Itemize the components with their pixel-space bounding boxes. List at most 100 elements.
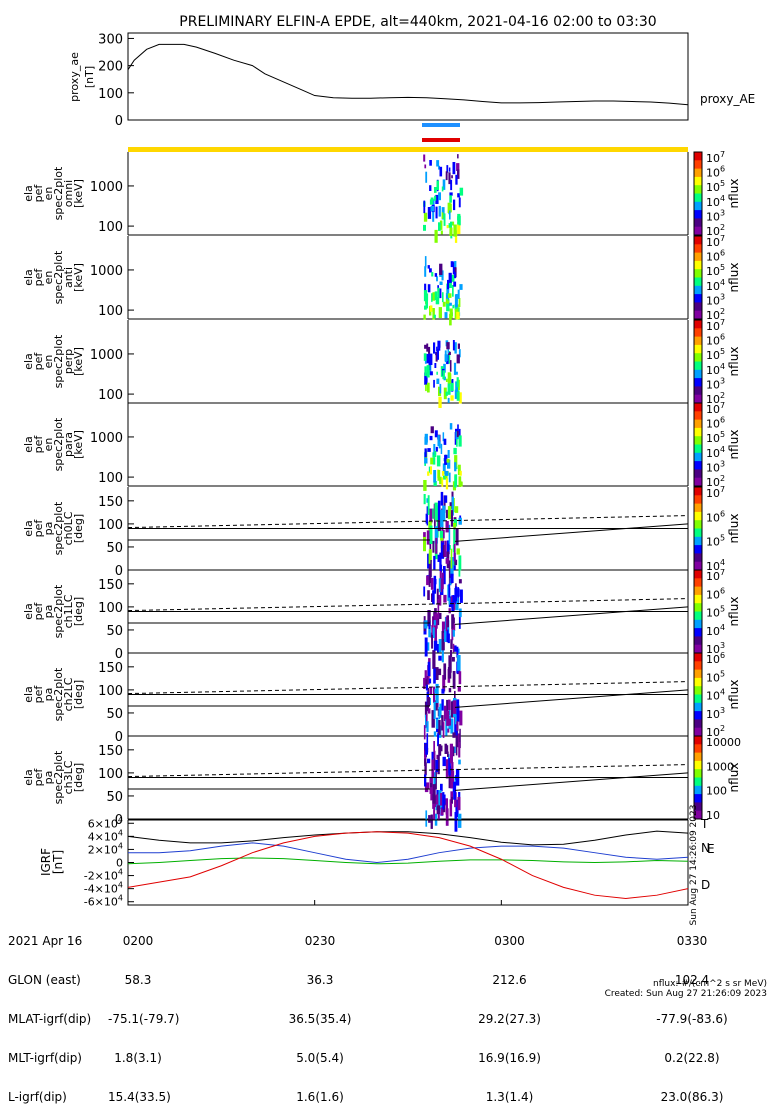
data-cell <box>438 222 441 231</box>
colorbar-label: nflux <box>727 347 741 377</box>
data-cell <box>432 199 435 206</box>
data-cell <box>446 165 449 173</box>
colorbar-tick-label: 104 <box>706 623 725 638</box>
data-cell <box>424 749 427 764</box>
data-cell <box>428 622 431 629</box>
y-tick-label: 150 <box>98 661 123 676</box>
data-cell <box>432 540 435 553</box>
colorbar-segment <box>694 785 702 795</box>
y-tick-label: 100 <box>98 471 123 486</box>
data-cell <box>423 200 426 214</box>
colorbar-segment <box>694 176 702 186</box>
data-cell <box>439 220 443 230</box>
data-cell <box>453 224 457 237</box>
data-cell <box>425 513 428 524</box>
loss-cone-line <box>454 523 689 542</box>
data-cell <box>450 573 454 583</box>
colorbar-tick-label: 103 <box>706 208 725 223</box>
data-cell <box>449 423 453 430</box>
colorbar-segment <box>694 619 702 629</box>
colorbar-segment <box>694 328 702 338</box>
data-cell <box>433 342 436 354</box>
data-cell <box>445 798 448 815</box>
data-cell <box>435 206 438 219</box>
colorbar-segment <box>694 752 702 762</box>
data-cell <box>432 210 435 222</box>
data-cell <box>445 759 449 779</box>
colorbar-label: nflux <box>727 597 741 627</box>
data-cell <box>456 163 460 171</box>
footer-col-0330: 0330 102.4 -77.9(-83.6) 0.2(22.8) 23.0(8… <box>636 909 748 1117</box>
data-cell <box>442 722 445 738</box>
data-cell <box>426 642 430 651</box>
colorbar-segment <box>694 553 702 563</box>
data-cell <box>424 458 428 464</box>
data-cell <box>443 663 447 680</box>
y-tick-label: 100 <box>98 684 123 699</box>
data-cell <box>437 808 440 821</box>
data-cell <box>457 424 459 436</box>
data-cell <box>456 390 460 401</box>
data-cell <box>446 458 450 463</box>
colorbar-segment <box>694 545 702 554</box>
data-cell <box>439 563 442 581</box>
colorbar-segment <box>694 403 702 412</box>
data-cell <box>458 579 462 584</box>
data-cell <box>432 292 435 301</box>
plot-title: PRELIMINARY ELFIN-A EPDE, alt=440km, 202… <box>179 14 656 30</box>
footer-row-label-glon: GLON (east) <box>8 973 81 987</box>
data-cell <box>425 384 427 392</box>
data-cell <box>437 755 440 775</box>
data-cell <box>439 476 442 485</box>
data-cell <box>434 273 438 277</box>
data-cell <box>429 199 433 205</box>
data-cell <box>424 784 429 793</box>
colorbar-segment <box>694 802 702 812</box>
data-cell <box>448 708 451 715</box>
data-cell <box>443 594 447 603</box>
data-cell <box>447 450 450 458</box>
data-cell <box>449 360 452 372</box>
colorbar-segment <box>694 461 702 470</box>
igrf-line-D <box>127 831 689 899</box>
data-cell <box>430 426 434 434</box>
data-cell <box>445 719 448 736</box>
data-cell <box>448 293 452 298</box>
colorbar-segment <box>694 260 702 270</box>
data-cell <box>423 536 426 552</box>
footer-row-label-date: 2021 Apr 16 <box>8 934 83 948</box>
data-cell <box>426 530 430 545</box>
colorbar-segment <box>694 344 702 354</box>
colorbar-segment <box>694 185 702 194</box>
data-cell <box>440 509 444 528</box>
y-tick-label: 100 <box>98 601 123 616</box>
data-cell <box>428 353 433 365</box>
y-tick-label: 50 <box>106 541 123 556</box>
data-cell <box>454 272 456 279</box>
data-cell <box>433 701 436 720</box>
data-cell <box>454 294 458 308</box>
data-cell <box>456 377 459 388</box>
pa_ch0-panel: 050100150elapefpaspec2plotch0LC[deg]1071… <box>22 485 741 585</box>
data-cell <box>444 540 447 557</box>
data-cell <box>426 721 429 733</box>
data-cell <box>433 741 435 759</box>
data-cell <box>443 213 446 226</box>
data-cell <box>455 528 459 546</box>
colorbar-tick-label: 106 <box>706 586 725 601</box>
data-cell <box>429 268 432 273</box>
data-cell <box>453 529 456 548</box>
data-cell <box>424 436 428 445</box>
data-cell <box>436 805 440 815</box>
y-tick-label: 0 <box>116 857 123 870</box>
data-cell <box>448 545 451 550</box>
data-cell <box>457 464 461 476</box>
colorbar-segment <box>694 511 702 521</box>
y-axis-label: para <box>62 432 75 457</box>
data-cell <box>425 171 428 183</box>
colorbar-frame <box>693 402 703 487</box>
data-cell <box>425 745 428 755</box>
data-cell <box>448 699 451 710</box>
data-cell <box>447 383 451 395</box>
footer-col-0230: 0230 36.3 36.5(35.4) 5.0(5.4) 1.6(1.6) <box>275 909 365 1117</box>
